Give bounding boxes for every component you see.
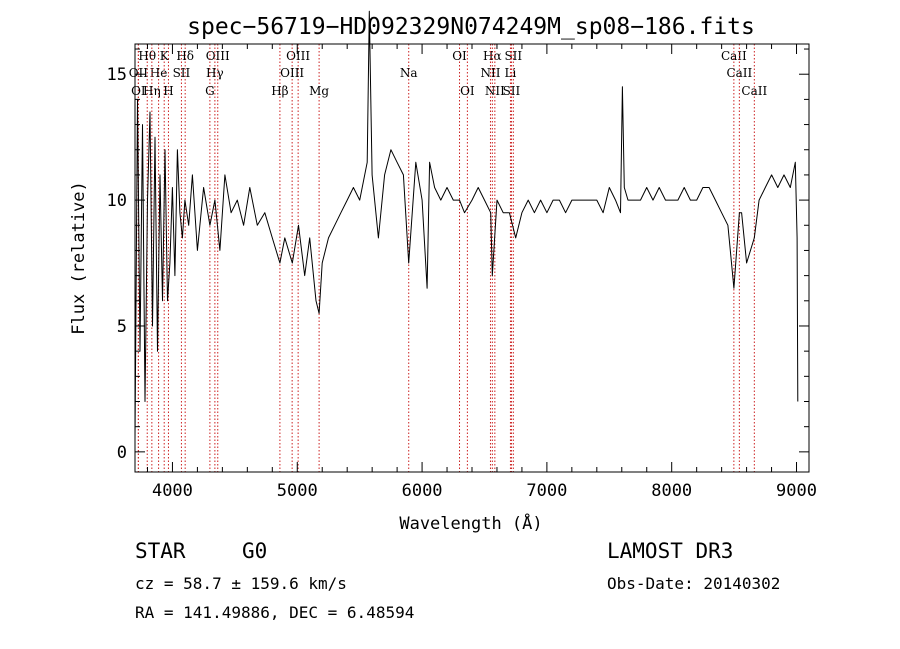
x-axis-label: Wavelength (Å)	[399, 512, 542, 534]
chart-title: spec−56719−HD092329N074249M_sp08−186.fit…	[187, 14, 755, 40]
spectral-line-label: CaII	[741, 84, 767, 98]
spectrum-line	[134, 10, 799, 440]
x-tick-label: 8000	[651, 481, 692, 501]
x-tick-label: 7000	[526, 481, 567, 501]
spectral-line-label: CaII	[721, 49, 747, 63]
spectral-line-label: OIII	[206, 49, 230, 63]
x-tick-label: 4000	[152, 481, 193, 501]
spectral-line-label: OI	[460, 84, 475, 98]
y-tick-label: 10	[107, 191, 127, 211]
spectral-line-label: Hβ	[271, 84, 288, 98]
spectral-line-label: SII	[503, 84, 521, 98]
x-tick-label: 9000	[776, 481, 817, 501]
axis-ticks: 4000 5000 6000 7000 8000 9000 0 5 10 15	[107, 44, 817, 501]
spectral-line-label: OIII	[286, 49, 310, 63]
redshift-cz: cz = 58.7 ± 159.6 km/s	[135, 574, 347, 593]
spectral-line-label: Na	[400, 66, 418, 80]
spectral-line-label: OI	[452, 49, 467, 63]
spectral-line-label: Hγ	[206, 66, 224, 80]
spectral-line-label: Hθ	[138, 49, 156, 63]
y-tick-label: 5	[117, 317, 127, 337]
spectral-line-label: OIII	[280, 66, 304, 80]
x-tick-label: 5000	[277, 481, 318, 501]
spectral-line-label: Hα	[483, 49, 502, 63]
object-class: STAR	[135, 539, 186, 563]
object-subclass: G0	[242, 539, 268, 563]
spectral-line-label: H	[163, 84, 173, 98]
x-tick-label: 6000	[402, 481, 443, 501]
spectral-line-label: NII	[480, 66, 500, 80]
spectral-line-label: NII	[485, 84, 505, 98]
observation-date: Obs-Date: 20140302	[607, 574, 781, 593]
y-axis-label: Flux (relative)	[69, 181, 89, 335]
spectral-line-label: Hδ	[176, 49, 194, 63]
plot-frame	[134, 43, 810, 473]
spectral-line-label: Mg	[309, 84, 329, 98]
coordinates: RA = 141.49886, DEC = 6.48594	[135, 603, 415, 622]
y-tick-label: 0	[117, 443, 127, 463]
spectral-line-label: Hη	[143, 84, 161, 98]
spectral-line-label: CaII	[726, 66, 752, 80]
spectral-line-label: G	[205, 84, 215, 98]
spectral-line-label: Li	[505, 66, 517, 80]
spectral-line-label: SII	[504, 49, 522, 63]
y-tick-label: 15	[107, 65, 127, 85]
spectrum-series	[134, 10, 799, 440]
spectral-line-label: SII	[173, 66, 191, 80]
spectral-line-label: K	[160, 49, 170, 63]
spectral-line-label: He	[150, 66, 168, 80]
survey-name: LAMOST DR3	[607, 539, 734, 563]
